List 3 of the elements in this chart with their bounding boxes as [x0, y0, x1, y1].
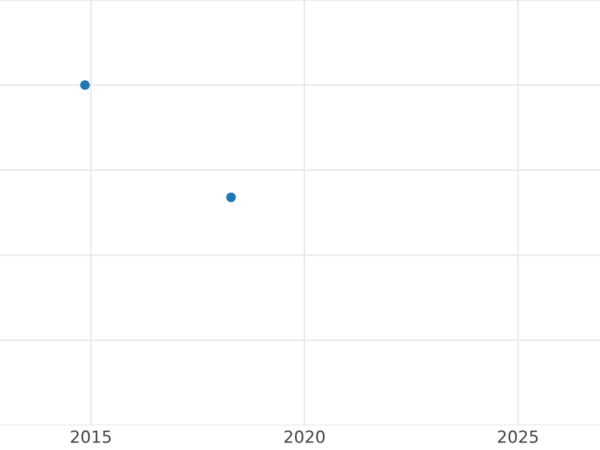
x-tick-label: 2015	[70, 430, 111, 444]
x-tick-label: 2025	[498, 430, 538, 444]
x-tick-label: 2020	[284, 430, 325, 444]
